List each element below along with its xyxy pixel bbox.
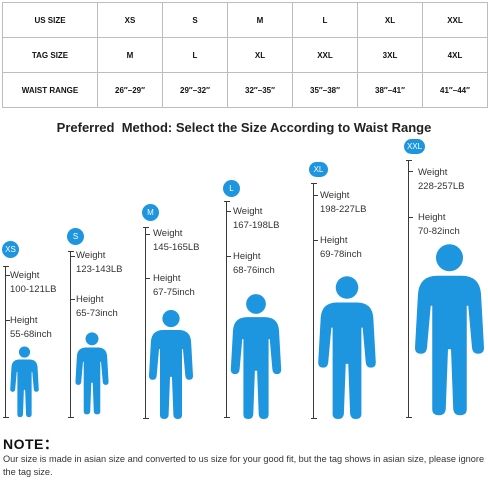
table-cell: 41″–44″	[422, 72, 488, 108]
height-label: Height	[76, 294, 104, 305]
height-label: Height	[418, 212, 446, 223]
size-badge-xs: XS	[2, 241, 19, 258]
height-ruler	[143, 227, 149, 419]
table-row-us-size: US SIZE XS S M L XL XXL	[2, 2, 488, 38]
row-header: WAIST RANGE	[2, 72, 98, 108]
height-ruler	[406, 160, 412, 418]
table-cell: M	[227, 2, 293, 38]
height-ruler	[68, 251, 74, 418]
ruler-tick	[408, 171, 413, 172]
table-cell: 3XL	[357, 37, 423, 73]
table-cell: 32″–35″	[227, 72, 293, 108]
person-figure-icon	[230, 294, 282, 419]
table-cell: 35″–38″	[292, 72, 358, 108]
weight-label: Weight	[418, 167, 448, 178]
height-ruler	[311, 183, 317, 419]
table-cell: 4XL	[422, 37, 488, 73]
note-text: Our size is made in asian size and conve…	[3, 454, 485, 477]
weight-value: 167-198LB	[233, 220, 280, 231]
height-value: 69-78inch	[320, 249, 362, 260]
height-value: 68-76inch	[233, 265, 275, 276]
size-badge-xl: XL	[309, 162, 328, 177]
person-figure-icon	[415, 244, 484, 416]
table-cell: 26″–29″	[97, 72, 163, 108]
row-header: TAG SIZE	[2, 37, 98, 73]
note-title: NOTE：	[3, 436, 59, 452]
ruler-tick	[145, 234, 150, 235]
table-cell: XL	[357, 2, 423, 38]
person-figure-icon	[318, 276, 376, 419]
height-label: Height	[153, 273, 181, 284]
person-figure-icon	[149, 309, 193, 419]
height-ruler	[3, 266, 9, 418]
weight-label: Weight	[76, 250, 106, 261]
ruler-tick	[226, 211, 231, 212]
weight-value: 198-227LB	[320, 204, 367, 215]
height-label: Height	[320, 235, 348, 246]
ruler-tick	[5, 320, 10, 321]
ruler-tick	[70, 256, 75, 257]
table-cell: S	[162, 2, 228, 38]
size-badge-l: L	[223, 180, 240, 197]
size-badge-xxl: XXL	[404, 139, 425, 154]
weight-label: Weight	[10, 270, 40, 281]
height-value: 70-82inch	[418, 226, 460, 237]
table-cell: 29″–32″	[162, 72, 228, 108]
ruler-tick	[145, 278, 150, 279]
size-badge-m: M	[142, 204, 159, 221]
height-value: 67-75inch	[153, 287, 195, 298]
row-header: US SIZE	[2, 2, 98, 38]
weight-value: 123-143LB	[76, 264, 123, 275]
weight-value: 228-257LB	[418, 181, 465, 192]
height-label: Height	[233, 251, 261, 262]
table-cell: XXL	[292, 37, 358, 73]
weight-value: 100-121LB	[10, 284, 57, 295]
table-cell: XL	[227, 37, 293, 73]
person-figure-icon	[75, 332, 109, 415]
ruler-tick	[70, 299, 75, 300]
table-cell: XS	[97, 2, 163, 38]
table-cell: XXL	[422, 2, 488, 38]
ruler-tick	[226, 256, 231, 257]
ruler-tick	[5, 275, 10, 276]
table-row-waist-range: WAIST RANGE 26″–29″ 29″–32″ 32″–35″ 35″–…	[2, 72, 488, 108]
table-cell: L	[292, 2, 358, 38]
weight-label: Weight	[153, 228, 183, 239]
height-value: 55-68inch	[10, 329, 52, 340]
ruler-tick	[313, 240, 318, 241]
method-heading: Preferred Method: Select the Size Accord…	[56, 120, 432, 135]
height-ruler	[224, 201, 230, 418]
ruler-tick	[313, 195, 318, 196]
height-value: 65-73inch	[76, 308, 118, 319]
weight-label: Weight	[320, 190, 350, 201]
weight-label: Weight	[233, 206, 263, 217]
table-row-tag-size: TAG SIZE M L XL XXL 3XL 4XL	[2, 37, 488, 73]
weight-value: 145-165LB	[153, 242, 200, 253]
person-figure-icon	[10, 346, 39, 418]
size-badge-s: S	[67, 228, 84, 245]
height-label: Height	[10, 315, 38, 326]
table-cell: 38″–41″	[357, 72, 423, 108]
table-cell: L	[162, 37, 228, 73]
table-cell: M	[97, 37, 163, 73]
ruler-tick	[408, 217, 413, 218]
size-chart-table: US SIZE XS S M L XL XXL TAG SIZE M L XL …	[2, 2, 488, 108]
